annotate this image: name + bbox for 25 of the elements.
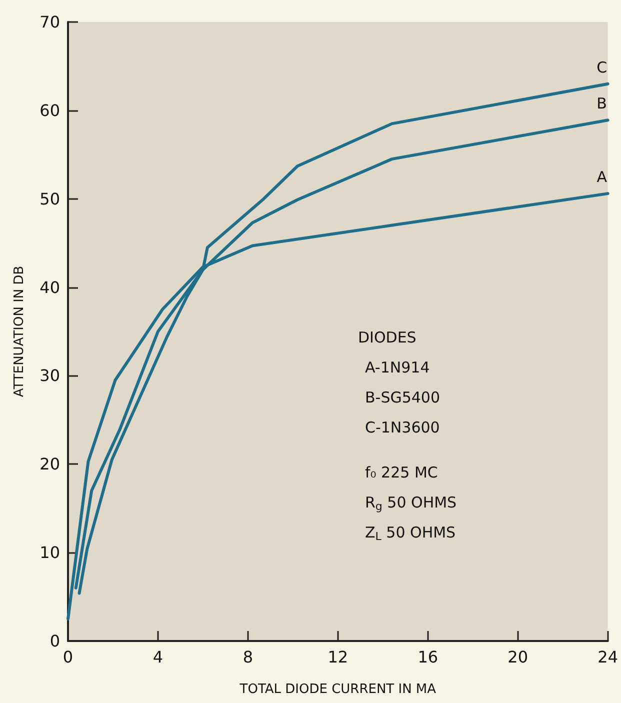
x-tick-label: 12: [328, 648, 348, 666]
y-tick-label: 50: [40, 189, 60, 208]
annotation: B-SG5400: [365, 388, 440, 406]
y-tick-label: 20: [40, 454, 60, 474]
y-tick-label: 60: [40, 100, 60, 120]
annotation: A-1N914: [365, 358, 430, 376]
y-tick-label: 70: [40, 12, 60, 32]
x-tick-label: 24: [598, 648, 618, 666]
x-axis-title: TOTAL DIODE CURRENT IN MA: [238, 682, 436, 697]
x-tick-label: 0: [62, 648, 74, 666]
y-tick-label: 40: [40, 278, 60, 297]
annotation: DIODES: [358, 328, 416, 346]
y-tick-label: 0: [50, 632, 60, 650]
x-tick-label: 4: [152, 648, 164, 666]
x-tick-label: 16: [418, 648, 438, 666]
x-tick-label: 8: [242, 648, 254, 666]
y-tick-label: 10: [40, 543, 60, 562]
x-tick-label: 20: [508, 648, 528, 666]
y-axis-title: ATTENUATION IN DB: [12, 266, 27, 398]
y-tick-label: 30: [40, 366, 60, 386]
annotation: C-1N3600: [365, 418, 440, 436]
series-label: C: [596, 58, 608, 76]
annotation: f₀ 225 MC: [365, 464, 438, 482]
series-label: B: [596, 94, 607, 113]
series-label: A: [596, 168, 608, 186]
